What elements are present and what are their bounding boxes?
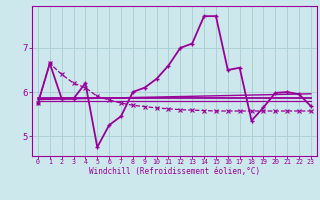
X-axis label: Windchill (Refroidissement éolien,°C): Windchill (Refroidissement éolien,°C) [89,167,260,176]
